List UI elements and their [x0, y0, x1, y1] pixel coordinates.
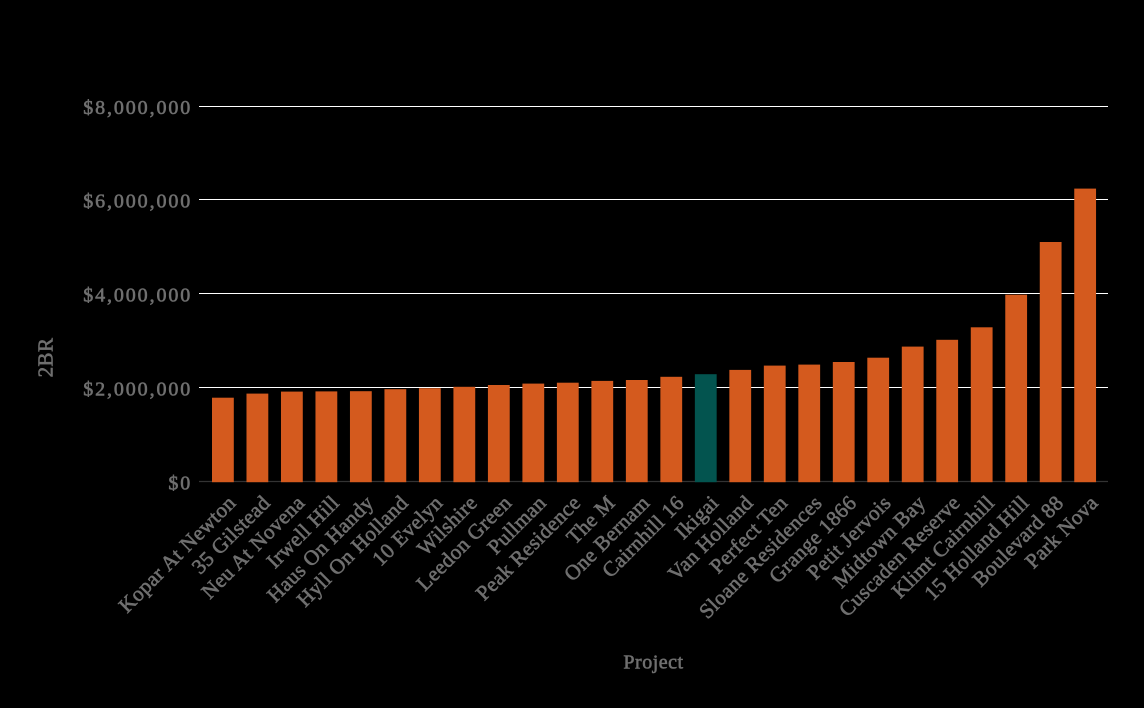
svg-text:2BR: 2BR — [34, 338, 58, 378]
svg-text:$4,000,000: $4,000,000 — [83, 285, 192, 307]
svg-text:Project: Project — [623, 652, 683, 674]
svg-text:$8,000,000: $8,000,000 — [83, 97, 192, 119]
svg-text:$0: $0 — [168, 473, 192, 495]
svg-text:$6,000,000: $6,000,000 — [83, 191, 192, 213]
svg-text:$2,000,000: $2,000,000 — [83, 379, 192, 401]
